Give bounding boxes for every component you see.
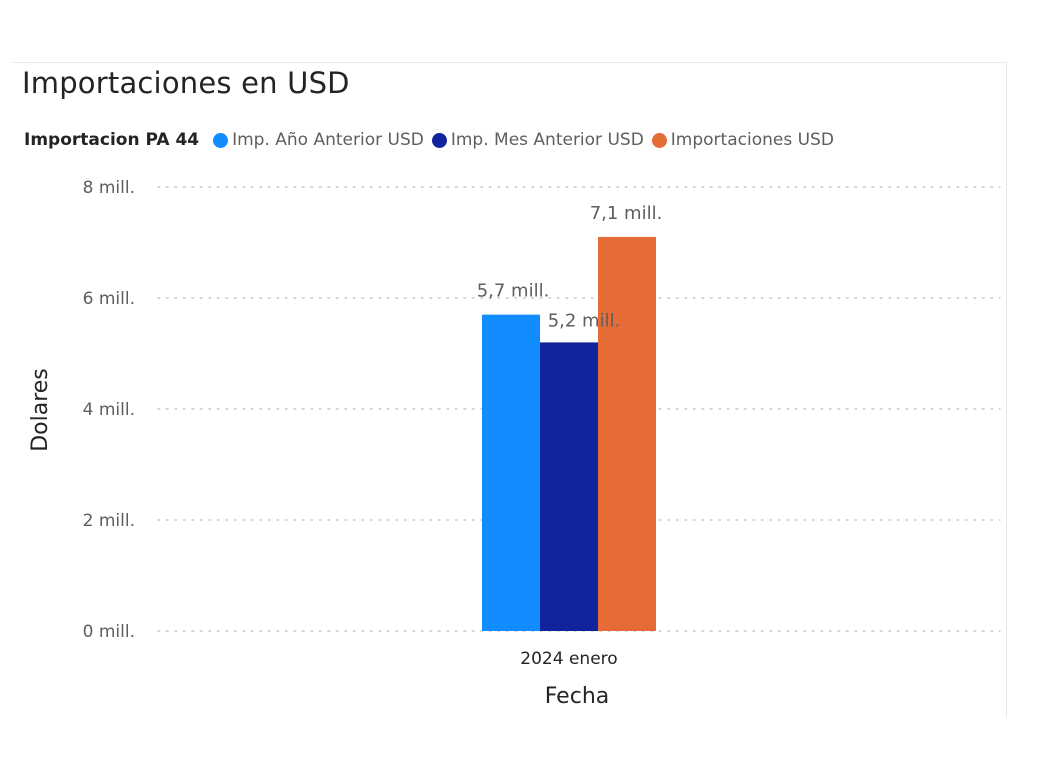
data-label-importaciones-usd: 7,1 mill. xyxy=(590,203,663,224)
bar-imp-ano-anterior-usd[interactable] xyxy=(482,314,540,631)
legend-item-imp-mes-anterior-usd[interactable]: Imp. Mes Anterior USD xyxy=(431,130,644,150)
x-axis-categories: 2024 enero xyxy=(520,649,617,669)
bar-imp-mes-anterior-usd[interactable] xyxy=(540,342,598,631)
y-tick-label: 4 mill. xyxy=(83,400,135,420)
y-tick-label: 8 mill. xyxy=(83,178,135,198)
data-labels: 5,7 mill. 5,2 mill. 7,1 mill. xyxy=(477,203,663,331)
legend-label: Importaciones USD xyxy=(670,130,834,150)
legend-marker xyxy=(213,132,229,148)
legend-marker xyxy=(651,132,667,148)
bar-importaciones-usd[interactable] xyxy=(598,236,656,631)
legend-item-imp-ano-anterior-usd[interactable]: Imp. Año Anterior USD xyxy=(213,130,424,150)
x-tick-label: 2024 enero xyxy=(520,649,617,669)
y-tick-label: 2 mill. xyxy=(83,511,135,531)
legend-marker xyxy=(431,132,447,148)
legend-label: Imp. Año Anterior USD xyxy=(232,130,424,150)
y-axis-title: Dolares xyxy=(28,368,53,452)
legend-label: Imp. Mes Anterior USD xyxy=(450,130,644,150)
y-axis-ticks: 0 mill. 2 mill. 4 mill. 6 mill. 8 mill. xyxy=(83,178,135,642)
legend: Importacion PA 44 Imp. Año Anterior USD I… xyxy=(24,128,842,152)
data-label-imp-mes-anterior-usd: 5,2 mill. xyxy=(548,310,621,331)
legend-item-importaciones-usd[interactable]: Importaciones USD xyxy=(651,130,834,150)
data-label-imp-ano-anterior-usd: 5,7 mill. xyxy=(477,281,550,302)
visual-container xyxy=(12,62,1007,717)
x-axis-title: Fecha xyxy=(545,684,610,709)
y-tick-label: 6 mill. xyxy=(83,289,135,309)
y-tick-label: 0 mill. xyxy=(83,622,135,642)
chart-title: Importaciones en USD xyxy=(22,66,350,100)
legend-title: Importacion PA 44 xyxy=(24,130,200,150)
bars xyxy=(482,236,656,631)
